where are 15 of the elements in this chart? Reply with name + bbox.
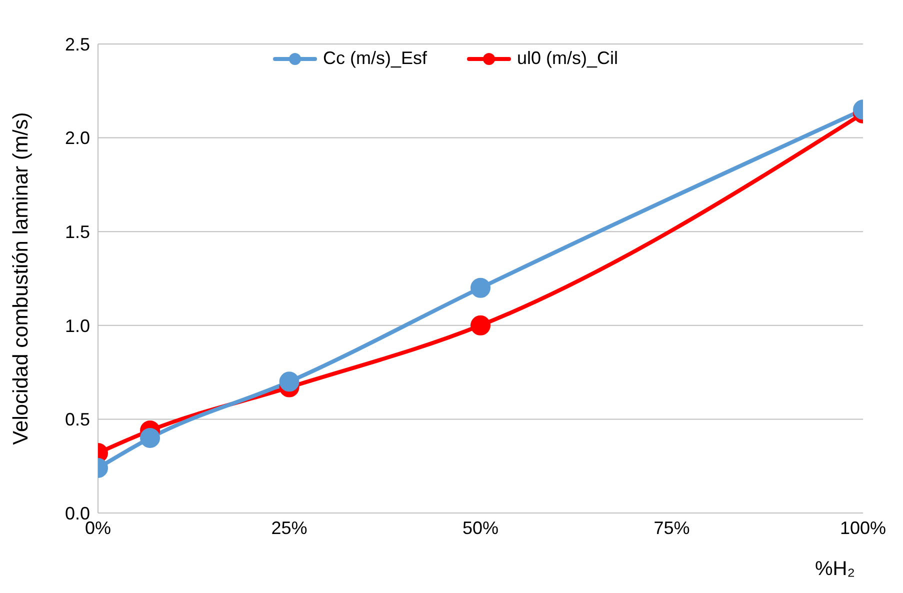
y-tick-label: 2.0: [64, 128, 90, 148]
y-tick-label: 0.5: [64, 410, 90, 430]
x-axis-title: %H₂: [815, 558, 855, 580]
point: [279, 372, 300, 392]
y-tick-label: 1.0: [64, 316, 90, 336]
point: [140, 428, 160, 448]
y-tick-label: 1.5: [64, 222, 90, 242]
y-axis-title: Velocidad combustión laminar (m/s): [9, 112, 32, 445]
x-tick-label: 100%: [840, 518, 886, 538]
legend-label: Cc (m/s)_Esf: [322, 48, 427, 69]
x-tick-label: 75%: [654, 518, 690, 538]
legend-label: ul0 (m/s)_Cil: [516, 48, 618, 69]
x-tick-label: 25%: [271, 518, 308, 538]
x-tick-label: 50%: [462, 518, 499, 538]
y-tick-label: 2.5: [64, 34, 90, 54]
